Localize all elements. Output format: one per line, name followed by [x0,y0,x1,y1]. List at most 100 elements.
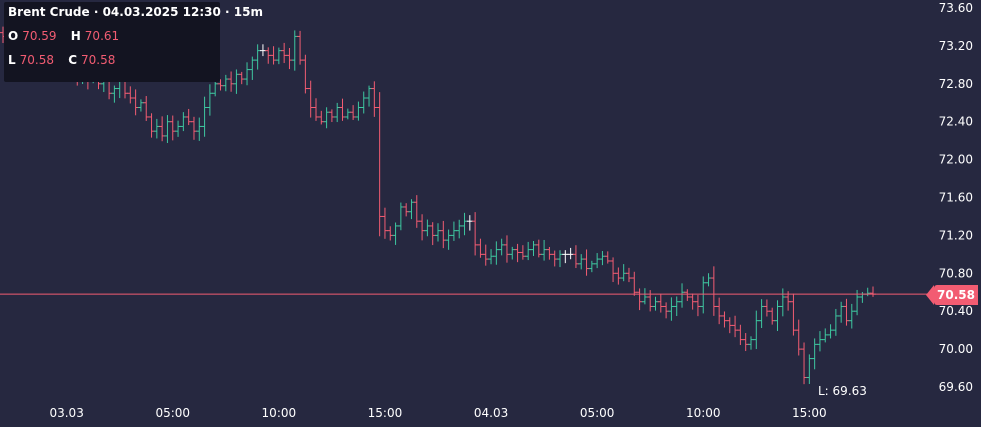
ohlc-bar [604,251,611,264]
ohlc-bar [164,115,171,143]
ohlc-bar [371,81,378,117]
ohlc-bar [509,246,516,260]
ohlc-bar [318,110,325,125]
ohlc-bar [323,107,330,129]
ohlc-bar [270,46,277,65]
ohlc-bar [466,215,473,231]
ohlc-bar [175,120,182,137]
ohlc-bar [355,101,362,121]
ohlc-bar [429,222,436,246]
ohlc-bar [710,266,717,316]
x-tick-label: 04.03 [474,406,508,420]
y-tick-label: 72.40 [939,115,973,129]
open-value: 70.59 [22,29,57,43]
y-tick-label: 70.80 [939,266,973,280]
low-key: L [8,53,16,67]
ohlc-bar [694,294,701,317]
last-price-tag: 70.58 [926,285,978,305]
ohlc-bar [641,288,648,305]
ohlc-bar [562,250,569,264]
ohlc-bar [222,74,229,92]
ohlc-bar [450,221,457,241]
ohlc-bar [790,293,797,336]
open-key: O [8,29,19,43]
ohlc-bar [689,293,696,310]
ohlc-bar [546,246,553,260]
ohlc-row-low-close: L 70.58 C 70.58 [8,53,125,67]
ohlc-bar [127,86,134,104]
ohlc-bar [610,257,617,283]
ohlc-bar [111,85,118,103]
ohlc-bar [238,71,245,85]
ohlc-bar [440,220,447,249]
close-value: 70.58 [81,53,116,67]
y-tick-label: 71.60 [939,191,973,205]
ohlc-bar [291,30,298,71]
ohlc-bar [588,260,595,273]
y-tick-label: 72.80 [939,77,973,91]
ohlc-bar [387,226,394,241]
ohlc-bar [870,286,876,297]
ohlc-bar [254,44,261,70]
ohlc-bar [206,84,213,116]
ohlc-bar [795,319,802,356]
ohlc-bar [472,212,479,256]
ohlc-bar [159,116,166,142]
ohlc-bar [286,48,293,70]
ohlc-bar [599,251,606,266]
y-tick-label: 70.40 [939,304,973,318]
ohlc-bar [572,245,579,269]
x-tick-label: 15:00 [368,406,403,420]
ohlc-bar [747,336,754,350]
y-tick-label: 69.60 [939,380,973,394]
ohlc-bar [705,273,712,287]
ohlc-bar [631,271,638,296]
x-tick-label: 10:00 [686,406,721,420]
high-value: 70.61 [84,29,120,43]
ohlc-bar [583,249,590,276]
x-tick-label: 05:00 [580,406,615,420]
ohlc-bar [488,249,495,265]
ohlc-bar [721,311,728,328]
price-axis: 73.60 73.20 72.80 72.40 72.00 71.60 71.20 70.80… [939,1,973,394]
close-key: C [68,53,78,67]
ohlc-bar [832,308,839,336]
ohlc-bar [265,47,272,64]
ohlc-bar [530,240,537,256]
ohlc-bar [620,264,627,282]
ohlc-bar [137,99,144,112]
ohlc-bar [477,238,484,258]
ohlc-bar [684,289,691,301]
ohlc-bar [541,239,548,261]
ohlc-bar [779,288,786,317]
ohlc-bar [763,299,770,317]
ohlc-bar [397,202,404,231]
ohlc-bar [493,241,500,265]
ohlc-bar [843,298,850,326]
ohlc-bar [307,80,314,118]
ohlc-bar [535,239,542,258]
ohlc-bar [153,118,160,139]
ohlc-bar [551,250,558,267]
ohlc-bar [700,276,707,314]
ohlc-bar [769,307,776,325]
ohlc-bar [360,91,367,114]
ohlc-bar [758,299,765,328]
ohlc-bars [0,18,876,385]
ohlc-bar [594,253,601,269]
ohlc-bar [827,324,834,339]
ohlc-bar [169,115,176,141]
low-value: 70.58 [19,53,55,67]
ohlc-bar [435,223,441,242]
ohlc-bar [737,324,744,346]
ohlc-bar [233,69,240,94]
ohlc-bar [673,296,680,317]
ohlc-bar [381,207,388,239]
ohlc-bar [281,42,288,64]
high-key: H [70,29,81,43]
ohlc-bar [180,112,187,132]
ohlc-bar [196,117,203,141]
ohlc-bar [339,98,346,121]
ohlc-bar [838,301,845,323]
